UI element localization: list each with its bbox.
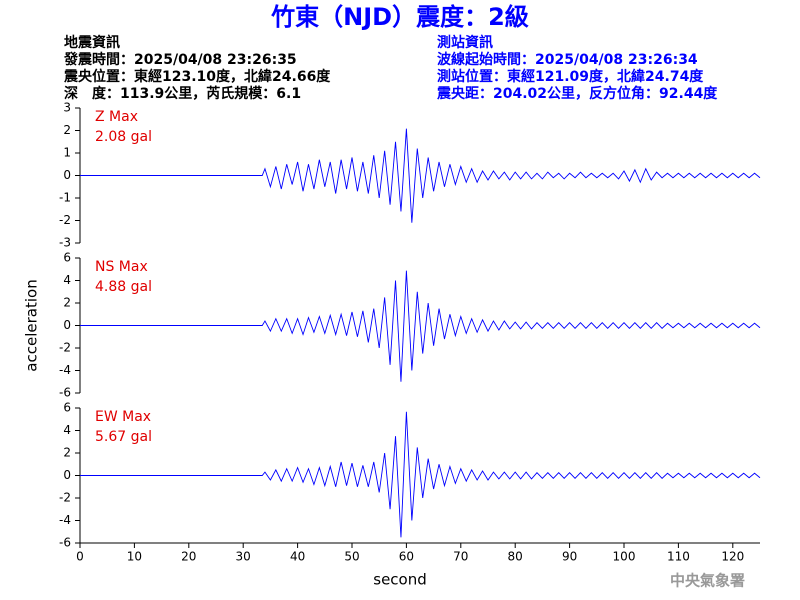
- y-tick-label: 2: [63, 296, 71, 310]
- event-info: 發震時間：2025/04/08 23:26:35: [63, 51, 297, 68]
- x-tick-label: 50: [344, 550, 359, 564]
- y-axis-label: acceleration: [23, 279, 41, 371]
- waveform: [80, 411, 761, 538]
- y-tick-label: -4: [59, 363, 71, 377]
- y-tick-label: -4: [59, 513, 71, 527]
- watermark: 中央氣象署: [670, 572, 745, 590]
- y-tick-label: 0: [63, 468, 71, 482]
- station-info: 測站位置：東經121.09度，北緯24.74度: [437, 68, 704, 85]
- y-tick-label: 3: [63, 101, 71, 115]
- x-tick-label: 80: [508, 550, 523, 564]
- title: 竹東（NJD）震度：2級: [270, 3, 529, 31]
- x-tick-label: 30: [236, 550, 251, 564]
- y-tick-label: -6: [59, 386, 71, 400]
- station-info: 測站資訊: [437, 34, 493, 51]
- max-value: 4.88 gal: [95, 279, 152, 295]
- x-tick-label: 70: [453, 550, 468, 564]
- x-tick-label: 40: [290, 550, 305, 564]
- y-tick-label: -2: [59, 341, 71, 355]
- y-tick-label: 0: [63, 168, 71, 182]
- station-info: 波線起始時間：2025/04/08 23:26:34: [437, 51, 698, 68]
- x-tick-label: 110: [667, 550, 690, 564]
- y-tick-label: -2: [59, 491, 71, 505]
- y-tick-label: 1: [63, 146, 71, 160]
- y-tick-label: 4: [63, 423, 71, 437]
- x-tick-label: 90: [562, 550, 577, 564]
- y-tick-label: -1: [59, 191, 71, 205]
- event-info: 震央位置：東經123.10度，北緯24.66度: [63, 68, 331, 85]
- x-tick-label: 100: [613, 550, 636, 564]
- y-tick-label: 4: [63, 273, 71, 287]
- waveform: [80, 128, 761, 223]
- event-info: 地震資訊: [64, 34, 120, 51]
- x-tick-label: 0: [76, 550, 84, 564]
- max-label: EW Max: [95, 409, 151, 425]
- y-tick-label: -3: [59, 236, 71, 250]
- y-tick-label: -6: [59, 536, 71, 550]
- max-label: NS Max: [95, 259, 148, 275]
- max-value: 5.67 gal: [95, 429, 152, 445]
- x-tick-label: 60: [399, 550, 414, 564]
- x-tick-label: 20: [181, 550, 196, 564]
- y-tick-label: 2: [63, 446, 71, 460]
- y-tick-label: -2: [59, 213, 71, 227]
- y-tick-label: 0: [63, 318, 71, 332]
- x-tick-label: 10: [127, 550, 142, 564]
- x-tick-label: 120: [721, 550, 744, 564]
- y-tick-label: 2: [63, 123, 71, 137]
- y-tick-label: 6: [63, 251, 71, 265]
- station-info: 震央距：204.02公里，反方位角：92.44度: [436, 85, 718, 102]
- x-axis-label: second: [373, 571, 427, 589]
- waveform: [80, 270, 761, 382]
- max-label: Z Max: [95, 109, 138, 125]
- event-info: 深 度：113.9公里，芮氏規模：6.1: [64, 85, 301, 102]
- max-value: 2.08 gal: [95, 129, 152, 145]
- y-tick-label: 6: [63, 401, 71, 415]
